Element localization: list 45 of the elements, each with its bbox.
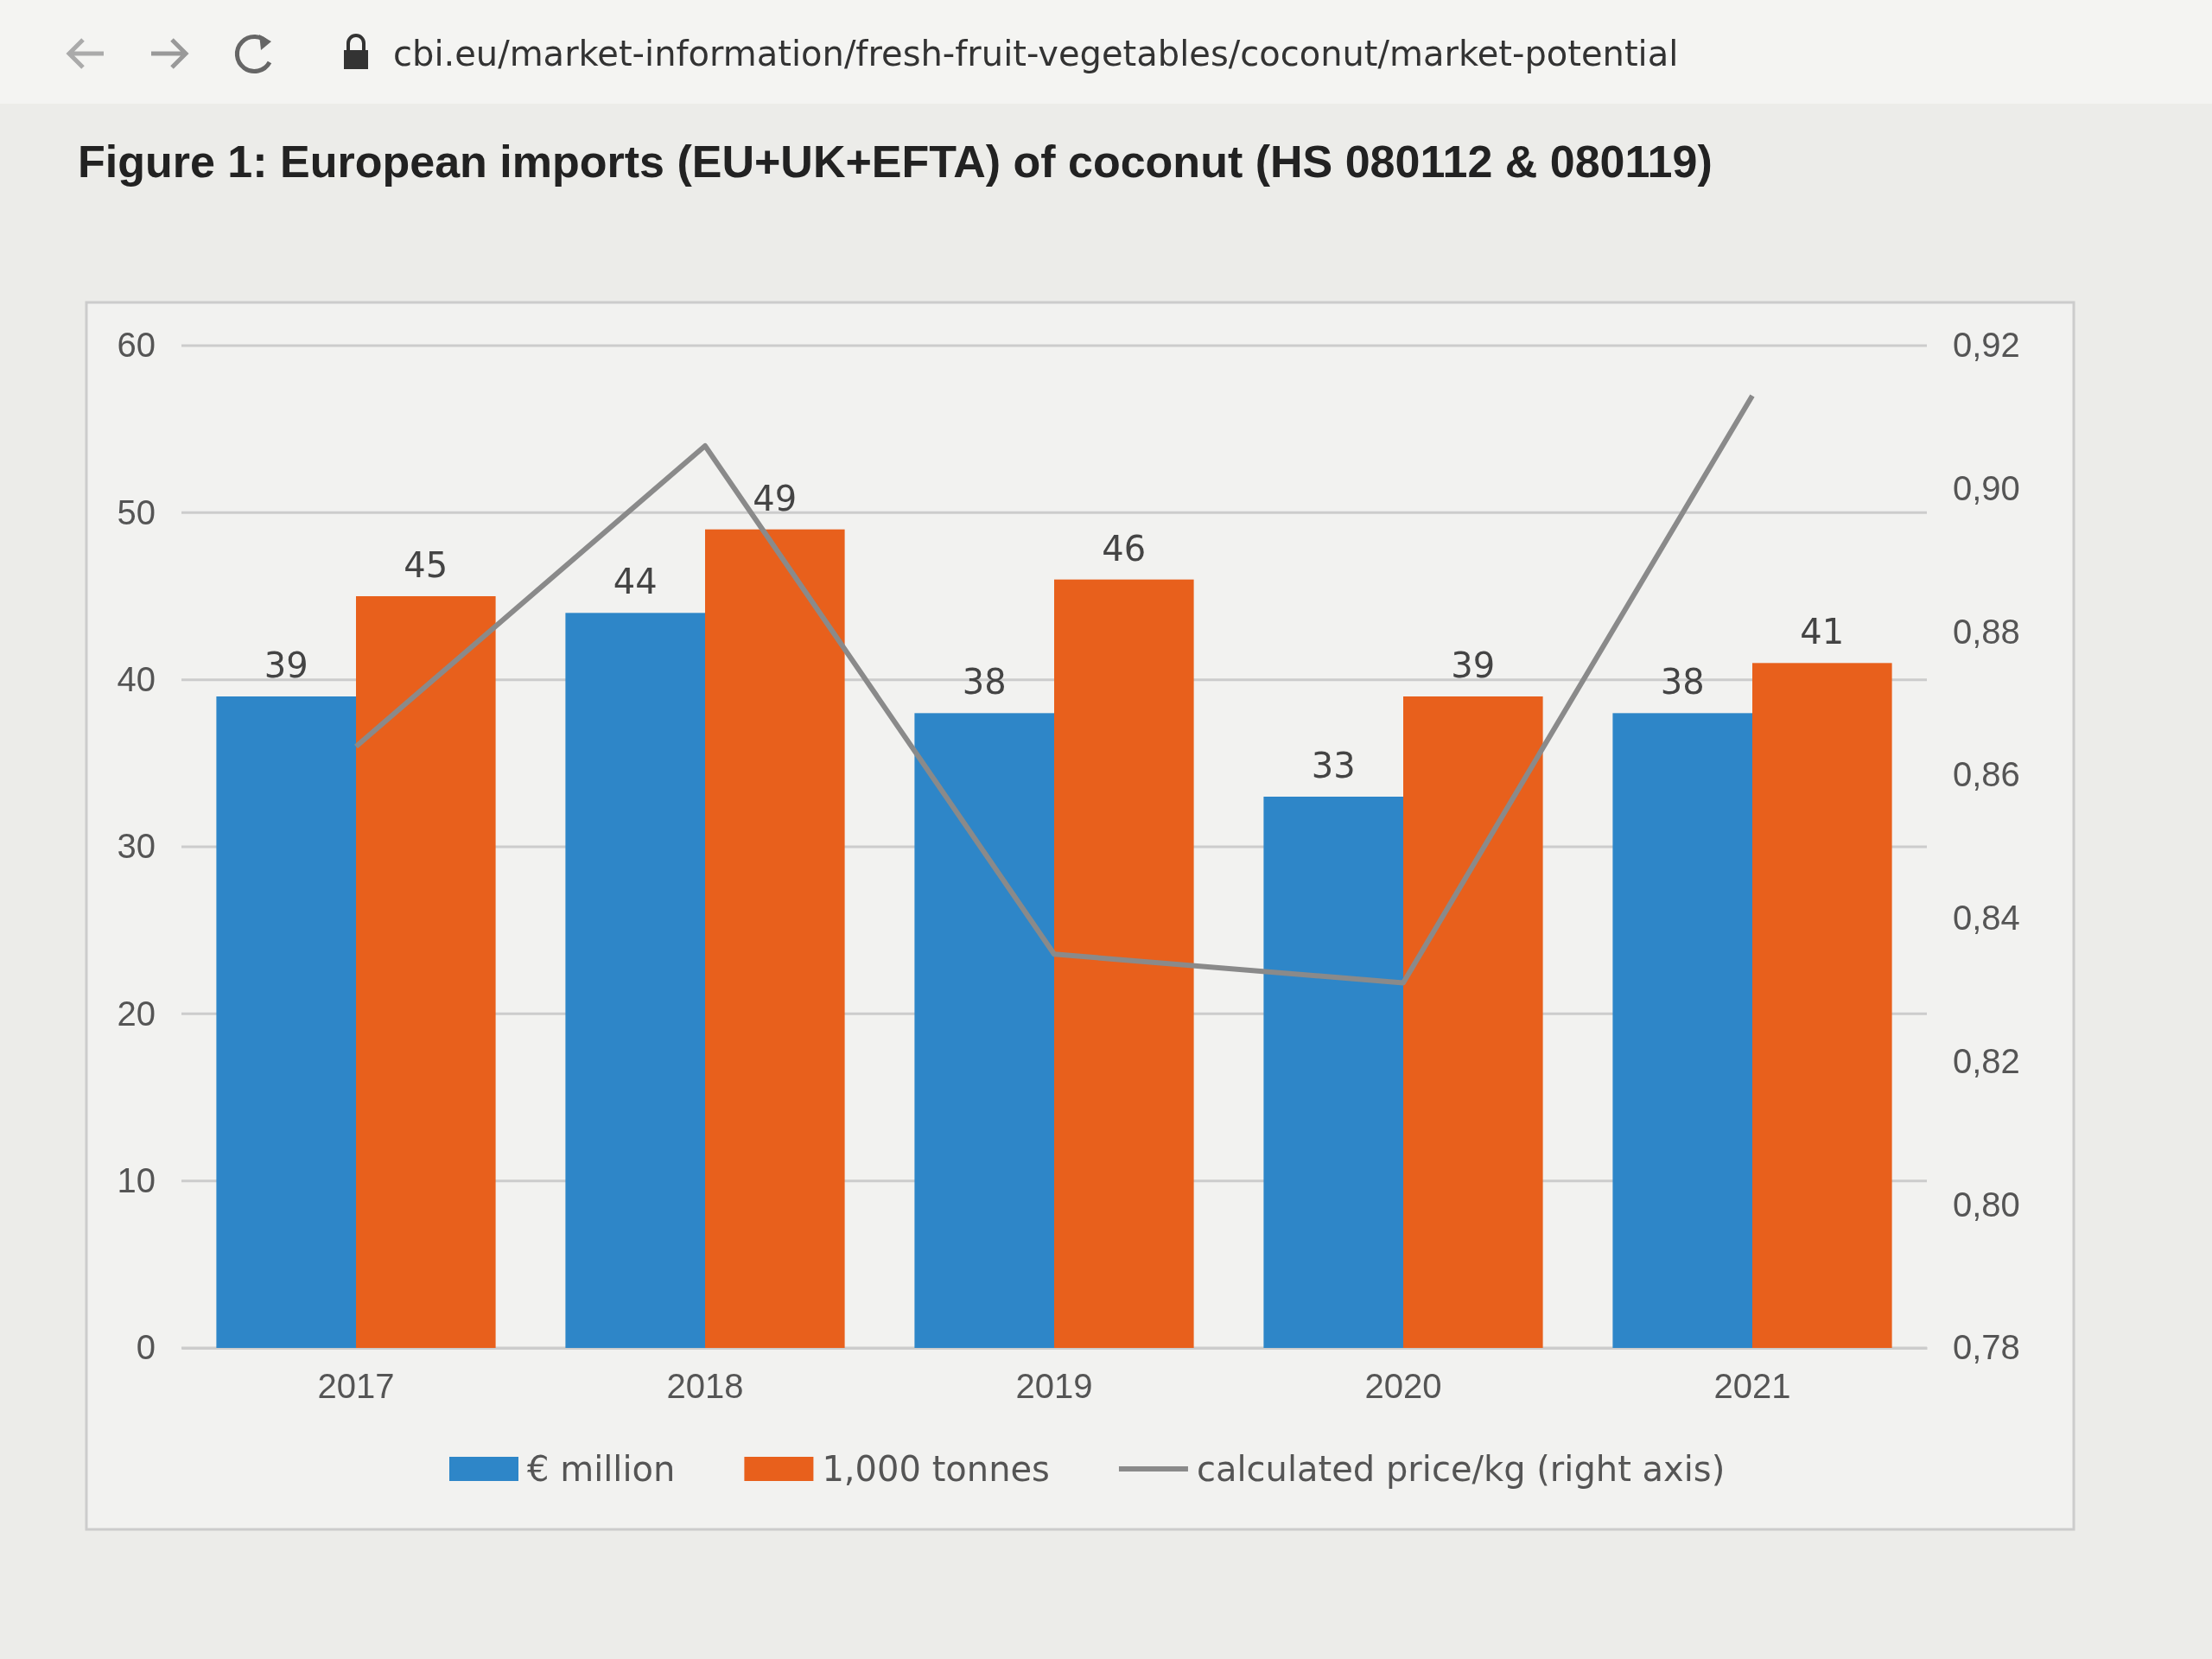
data-label: 45: [404, 545, 448, 585]
data-label: 39: [1451, 645, 1496, 685]
data-label: 33: [1311, 746, 1356, 785]
y2-tick-label: 0,92: [1953, 326, 2020, 365]
data-label: 44: [613, 562, 658, 602]
y-tick-label: 20: [117, 994, 156, 1033]
y2-tick-label: 0,88: [1953, 612, 2020, 651]
data-label: 39: [264, 645, 308, 685]
y-tick-label: 60: [117, 326, 156, 365]
y-tick-label: 10: [117, 1160, 156, 1199]
legend-label: € million: [527, 1449, 676, 1489]
y2-tick-label: 0,80: [1953, 1185, 2020, 1224]
y2-tick-label: 0,82: [1953, 1041, 2020, 1080]
bar: [565, 613, 705, 1348]
data-label: 46: [1102, 528, 1147, 569]
bar: [1612, 713, 1752, 1348]
bar: [914, 713, 1054, 1348]
bar: [1752, 663, 1892, 1348]
data-label: 49: [753, 478, 798, 518]
bar: [356, 596, 496, 1348]
bar: [216, 696, 356, 1348]
y2-tick-label: 0,90: [1953, 469, 2020, 508]
y-tick-label: 0: [136, 1328, 156, 1367]
chart-title: Figure 1: European imports (EU+UK+EFTA) of coconut (HS 080112 & 080119): [78, 137, 1713, 187]
y2-tick-label: 0,86: [1953, 755, 2020, 794]
y-tick-label: 40: [117, 659, 156, 698]
x-tick-label: 2017: [317, 1367, 395, 1406]
x-tick-label: 2019: [1015, 1367, 1093, 1406]
data-label: 41: [1800, 612, 1845, 652]
x-tick-label: 2021: [1713, 1367, 1791, 1406]
text: cbi.eu/market-information/fresh-fruit-vegetables/coconut/market-potential: [393, 34, 1679, 73]
legend-label: 1,000 tonnes: [822, 1449, 1050, 1489]
y-tick-label: 30: [117, 827, 156, 866]
y2-tick-label: 0,78: [1953, 1328, 2020, 1367]
bar: [1263, 797, 1403, 1348]
bar: [1054, 579, 1194, 1348]
x-tick-label: 2020: [1364, 1367, 1442, 1406]
y2-tick-label: 0,84: [1953, 899, 2020, 938]
x-tick-label: 2018: [666, 1367, 744, 1406]
data-label: 38: [962, 662, 1007, 702]
y-tick-label: 50: [117, 493, 156, 531]
bar: [1403, 696, 1543, 1348]
bar: [705, 529, 845, 1348]
legend-label: calculated price/kg (right axis): [1196, 1449, 1726, 1489]
data-label: 38: [1660, 662, 1705, 702]
